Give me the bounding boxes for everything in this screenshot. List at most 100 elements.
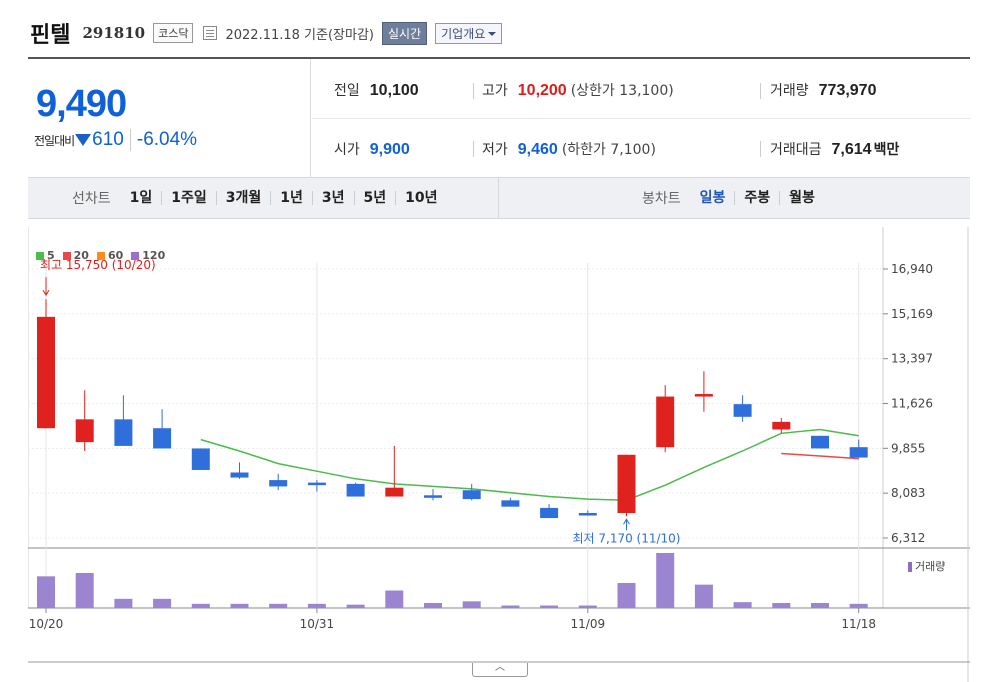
volume-bar [153,598,172,608]
stock-code: 291810 [82,24,146,42]
candle-body [772,421,791,430]
low-arrow-head [623,518,630,525]
volume-bar [346,604,365,608]
legend-ma120: 120 [131,249,165,262]
volume-bar [656,553,675,608]
stat-label: 거래대금 [770,142,822,158]
stat-open: 시가 9,900 [334,139,410,159]
stat-high: 고가 10,200 (상한가 13,100) [482,80,674,100]
amount-unit: 백만 [873,142,900,158]
volume-bar [811,603,829,608]
stat-label: 고가 [482,83,508,99]
tab-weekly[interactable]: 주봉 [734,191,779,205]
x-tick-label: 11/09 [571,617,606,631]
stat-value: 10,200 [517,82,567,99]
candle-body [230,472,249,478]
candle-body [153,428,172,449]
line-chart-label: 선차트 [72,191,111,207]
x-tick-label: 11/18 [841,617,876,631]
divider [473,141,474,157]
divider [760,83,761,99]
volume-bar [578,605,597,608]
current-price: 9,490 [36,83,127,125]
tab-5y[interactable]: 5년 [353,191,396,205]
candle-body [307,482,326,486]
candle-body [462,490,481,500]
change-label: 전일대비 [34,133,75,148]
y-tick-label: 15,169 [891,307,933,321]
line-chart-tabs: 선차트 1일 1주일 3개월 1년 3년 5년 10년 [72,178,447,218]
quote-date: 2022.11.18 기준(장마감) [225,27,374,43]
current-price-box: 9,490 전일대비 610 -6.04% [28,59,311,177]
volume-bar [462,601,481,608]
collapse-toggle-button[interactable]: ︿ [472,663,528,677]
volume-bar [733,602,752,608]
chart-canvas: 10/20 10/31 11/09 11/18 16,940 15,169 13,397 11… [28,227,970,682]
quote-panel: 9,490 전일대비 610 -6.04% 전일 10,100 고가 10,20… [28,57,970,177]
chevron-down-icon [488,32,497,36]
company-overview-label: 기업개요 [441,26,486,41]
volume-bar [269,603,288,608]
divider [760,141,761,157]
company-overview-button[interactable]: 기업개요 [435,22,503,44]
candle-body [269,480,288,487]
high-annotation: 최고 15,750 (10/20) [40,258,156,272]
stat-label: 시가 [334,142,360,158]
candle-chart-tabs: 봉차트 일봉 주봉 월봉 [642,178,824,218]
candlestick-chart[interactable]: 10/20 10/31 11/09 11/18 16,940 15,169 13,397 11… [28,219,970,682]
ma20-line [781,452,859,460]
divider [473,83,474,99]
volume-bar [385,590,404,608]
volume-bar [501,605,520,608]
lower-limit: (하한가 7,100) [561,142,656,158]
tab-3y[interactable]: 3년 [311,191,354,205]
tab-monthly[interactable]: 월봉 [779,191,824,205]
stat-amount: 거래대금 7,614 백만 [770,139,899,159]
tab-10y[interactable]: 10년 [395,191,446,205]
ma5-line [200,428,859,502]
stat-label: 전일 [334,83,360,99]
candle-body [75,419,94,443]
candle-body [191,448,210,470]
stock-header: 핀텔 291810 코스닥 2022.11.18 기준(장마감) 실시간 기업개… [30,18,503,48]
tab-1d[interactable]: 1일 [129,190,153,206]
legend-ma5: 5 [36,249,55,262]
stat-value: 7,614 [831,141,872,158]
tab-daily[interactable]: 일봉 [699,190,726,206]
stat-volume: 거래량 773,970 [770,80,876,100]
tab-3m[interactable]: 3개월 [215,191,271,205]
candle-body [346,483,365,497]
volume-bar [37,576,55,608]
candle-body [733,404,752,417]
candle-chart-label: 봉차트 [642,191,681,207]
stat-value: 9,460 [517,141,558,158]
legend-ma20: 20 [62,249,89,262]
x-tick-label: 10/20 [29,617,64,631]
high-arrow-head [42,289,50,297]
market-badge: 코스닥 [153,23,194,43]
y-tick-label: 11,626 [891,397,933,411]
candle-body [811,435,829,449]
divider [498,178,499,218]
tab-1y[interactable]: 1년 [270,191,312,205]
volume-bar [694,584,713,608]
candle-body [656,396,675,448]
candle-body [385,487,404,497]
stat-value: 10,100 [369,82,419,99]
candle-body [424,495,442,498]
volume-bar [75,573,94,608]
candle-body [114,419,133,446]
stat-label: 저가 [482,142,508,158]
candle-body [694,394,713,397]
volume-bar [849,603,868,608]
volume-bar [617,583,636,608]
y-tick-label: 8,083 [891,486,925,500]
volume-bar [772,603,791,608]
tab-1w[interactable]: 1주일 [161,191,216,205]
x-tick-label: 10/31 [300,617,335,631]
legend-ma60: 60 [96,249,123,262]
y-tick-label: 16,940 [891,262,933,276]
stat-value: 773,970 [818,82,877,99]
candle-body [37,316,55,429]
realtime-button[interactable]: 실시간 [382,21,428,45]
